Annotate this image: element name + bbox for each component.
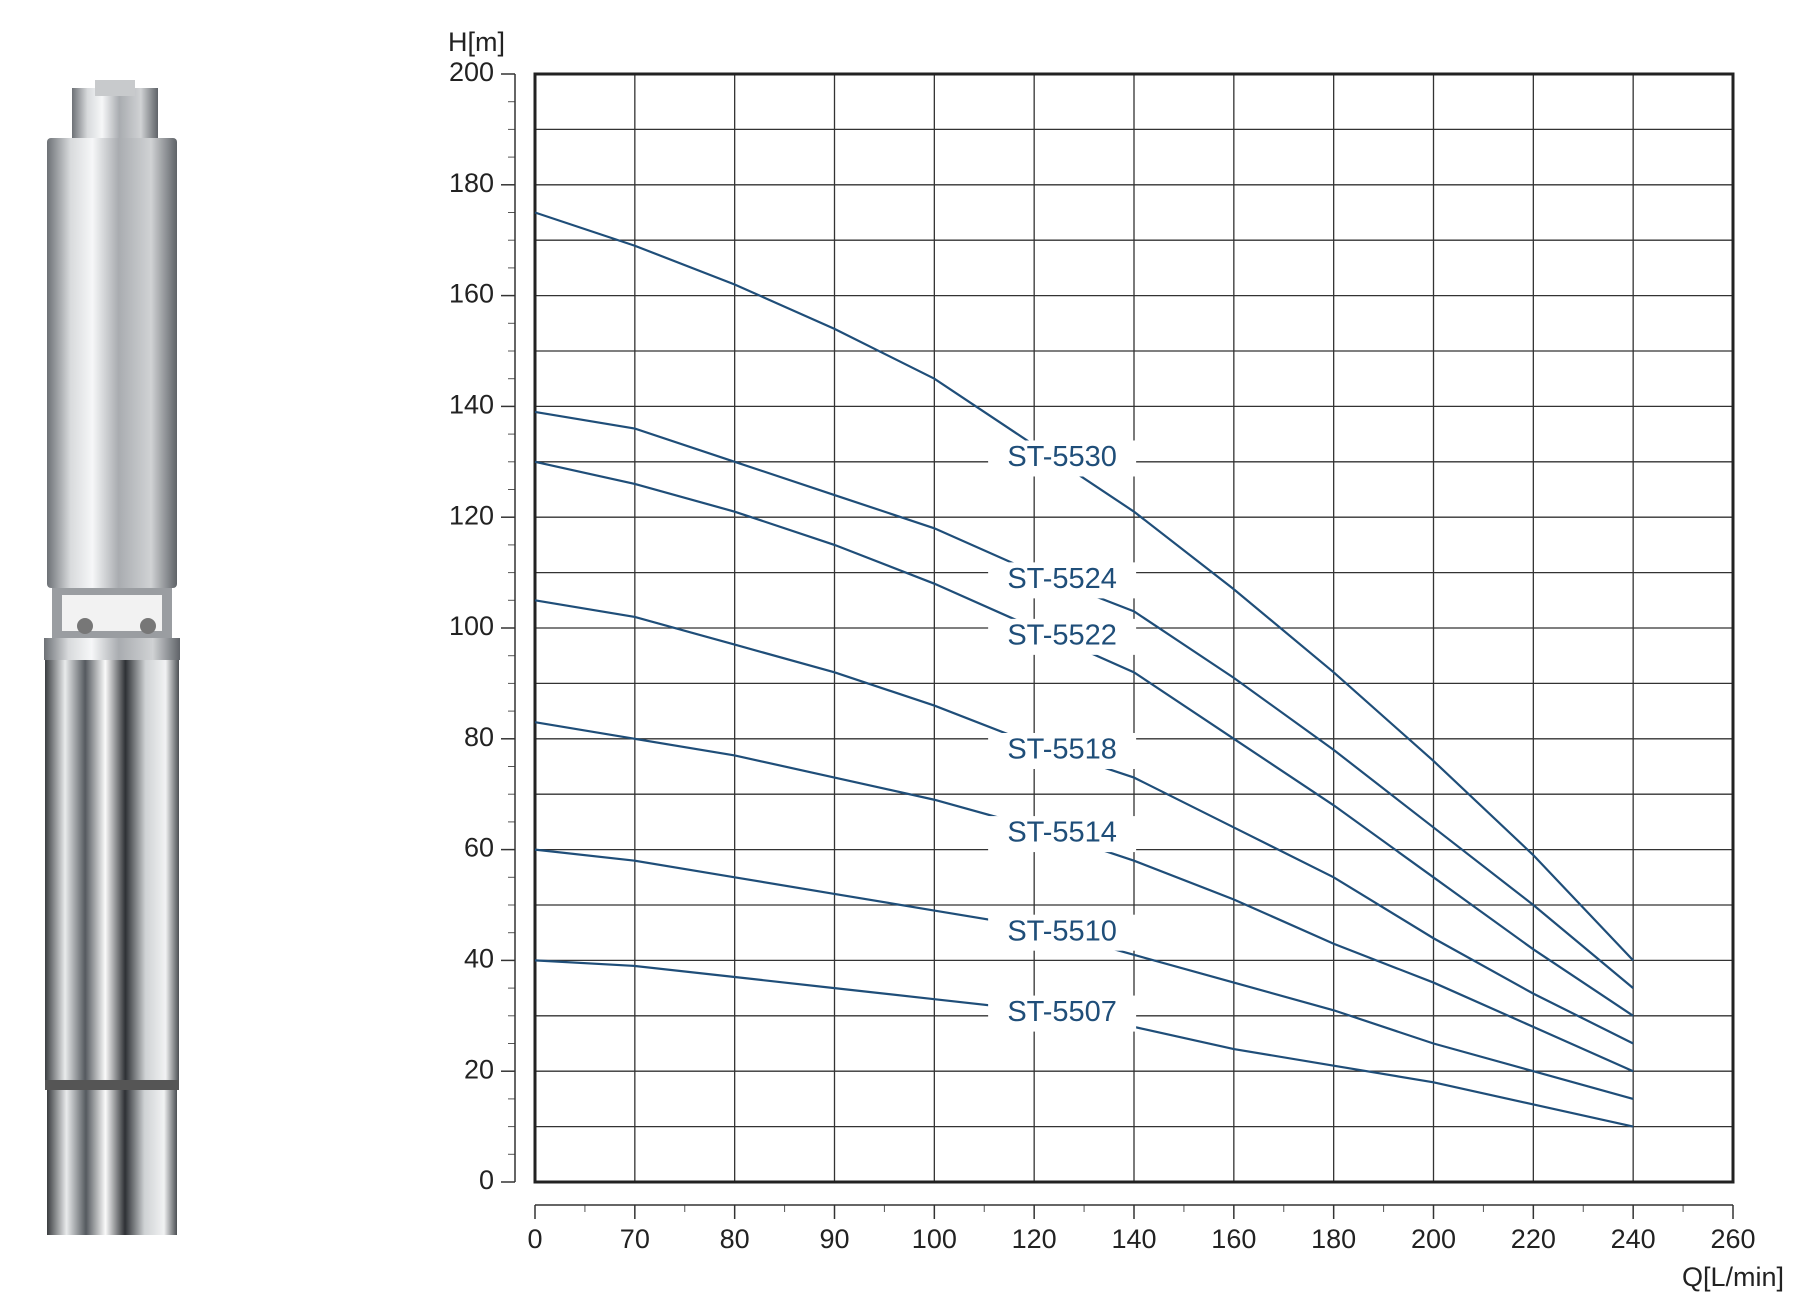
label-background [988,440,1137,477]
y-tick-label: 80 [464,722,494,752]
y-tick-label: 200 [449,57,494,87]
curve [534,211,1634,962]
series-label: ST-5530 [1007,441,1117,473]
x-tick-label: 120 [1012,1224,1057,1254]
label-background [988,562,1137,599]
curve [534,959,1634,1128]
series-label: ST-5518 [1007,734,1117,766]
y-tick-label: 180 [449,168,494,198]
x-tick-label: 90 [819,1224,849,1254]
x-tick-label: 220 [1511,1224,1556,1254]
series-label: ST-5522 [1007,620,1117,652]
pump-image [44,80,180,1235]
x-tick-label: 140 [1111,1224,1156,1254]
y-tick-label: 160 [449,279,494,309]
curve [534,848,1634,1100]
series-label: ST-5514 [1007,817,1117,849]
x-tick-label: 200 [1411,1224,1456,1254]
x-axis-label: Q[L/min] [1682,1262,1784,1292]
series-label: ST-5524 [1007,563,1117,595]
label-background [988,618,1137,655]
label-background [988,995,1137,1032]
x-tick-label: 160 [1211,1224,1256,1254]
label-background [988,914,1137,951]
x-tick-label: 180 [1311,1224,1356,1254]
x-tick-label: 0 [527,1224,542,1254]
y-tick-label: 40 [464,944,494,974]
y-tick-label: 120 [449,500,494,530]
y-tick-label: 140 [449,390,494,420]
plot-frame [533,72,1735,1184]
series-label: ST-5510 [1007,915,1117,947]
label-background [988,816,1137,853]
y-axis-label: H[m] [448,27,505,57]
x-tick-label: 100 [912,1224,957,1254]
label-background [988,732,1137,769]
y-tick-label: 100 [449,611,494,641]
x-tick-label: 80 [720,1224,750,1254]
y-tick-label: 0 [479,1165,494,1195]
y-tick-label: 60 [464,833,494,863]
x-tick-label: 260 [1710,1224,1755,1254]
x-tick-label: 70 [620,1224,650,1254]
series-label: ST-5507 [1007,996,1117,1028]
y-tick-label: 20 [464,1054,494,1084]
x-tick-label: 240 [1611,1224,1656,1254]
